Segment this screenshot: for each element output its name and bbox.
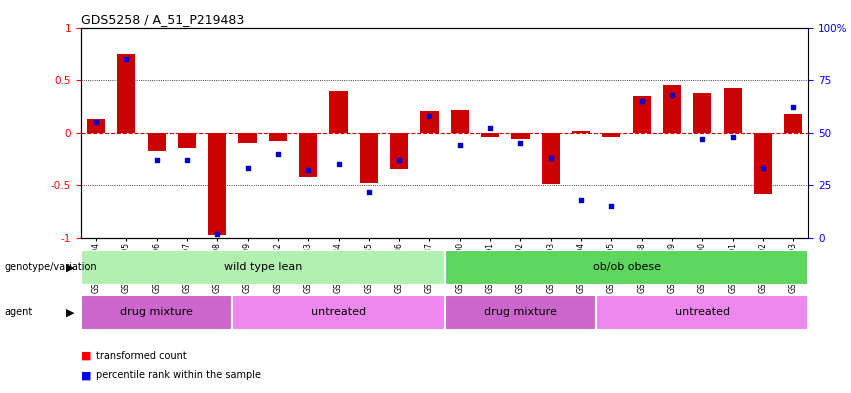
Point — [757, 165, 770, 171]
Bar — [541, 132, 560, 184]
Point — [635, 98, 648, 104]
Point — [423, 113, 437, 119]
Point — [665, 92, 679, 98]
Bar — [238, 132, 257, 143]
Bar — [572, 130, 590, 132]
Point — [89, 119, 103, 125]
Point — [301, 167, 315, 174]
Bar — [269, 132, 287, 141]
Bar — [481, 132, 500, 137]
Bar — [632, 96, 651, 132]
Point — [392, 157, 406, 163]
Point — [150, 157, 163, 163]
Bar — [723, 88, 742, 132]
Bar — [178, 132, 196, 149]
Bar — [603, 132, 620, 137]
Point — [574, 197, 588, 203]
Bar — [420, 110, 438, 132]
Point — [726, 134, 740, 140]
Text: ■: ■ — [81, 351, 91, 361]
Bar — [663, 85, 681, 132]
Point — [362, 188, 375, 195]
Text: agent: agent — [4, 307, 32, 318]
Point — [453, 142, 466, 149]
Point — [119, 56, 133, 62]
Bar — [444, 250, 808, 285]
Text: GDS5258 / A_51_P219483: GDS5258 / A_51_P219483 — [81, 13, 244, 26]
Text: transformed count: transformed count — [96, 351, 187, 361]
Bar — [87, 119, 105, 132]
Bar — [597, 295, 808, 330]
Text: drug mixture: drug mixture — [484, 307, 557, 318]
Bar — [694, 93, 711, 132]
Bar — [511, 132, 529, 139]
Point — [271, 151, 285, 157]
Text: wild type lean: wild type lean — [224, 262, 302, 272]
Bar — [451, 110, 469, 132]
Text: percentile rank within the sample: percentile rank within the sample — [96, 370, 261, 380]
Point — [241, 165, 254, 171]
Point — [514, 140, 528, 146]
Bar — [444, 295, 597, 330]
Bar — [117, 54, 135, 132]
Bar — [81, 250, 444, 285]
Bar — [299, 132, 317, 177]
Text: ▶: ▶ — [66, 262, 75, 272]
Bar — [754, 132, 772, 194]
Bar — [147, 132, 166, 151]
Point — [180, 157, 194, 163]
Text: ▶: ▶ — [66, 307, 75, 318]
Bar — [232, 295, 444, 330]
Text: ■: ■ — [81, 370, 91, 380]
Point — [786, 104, 800, 110]
Bar — [360, 132, 378, 183]
Point — [210, 230, 224, 237]
Point — [604, 203, 618, 209]
Bar — [208, 132, 226, 235]
Point — [695, 136, 709, 142]
Text: drug mixture: drug mixture — [120, 307, 193, 318]
Text: untreated: untreated — [675, 307, 730, 318]
Bar — [81, 295, 232, 330]
Text: ob/ob obese: ob/ob obese — [592, 262, 660, 272]
Text: untreated: untreated — [311, 307, 366, 318]
Text: genotype/variation: genotype/variation — [4, 262, 97, 272]
Bar — [390, 132, 408, 169]
Bar — [784, 114, 802, 132]
Bar — [329, 90, 347, 132]
Point — [332, 161, 346, 167]
Point — [544, 155, 557, 161]
Point — [483, 125, 497, 132]
